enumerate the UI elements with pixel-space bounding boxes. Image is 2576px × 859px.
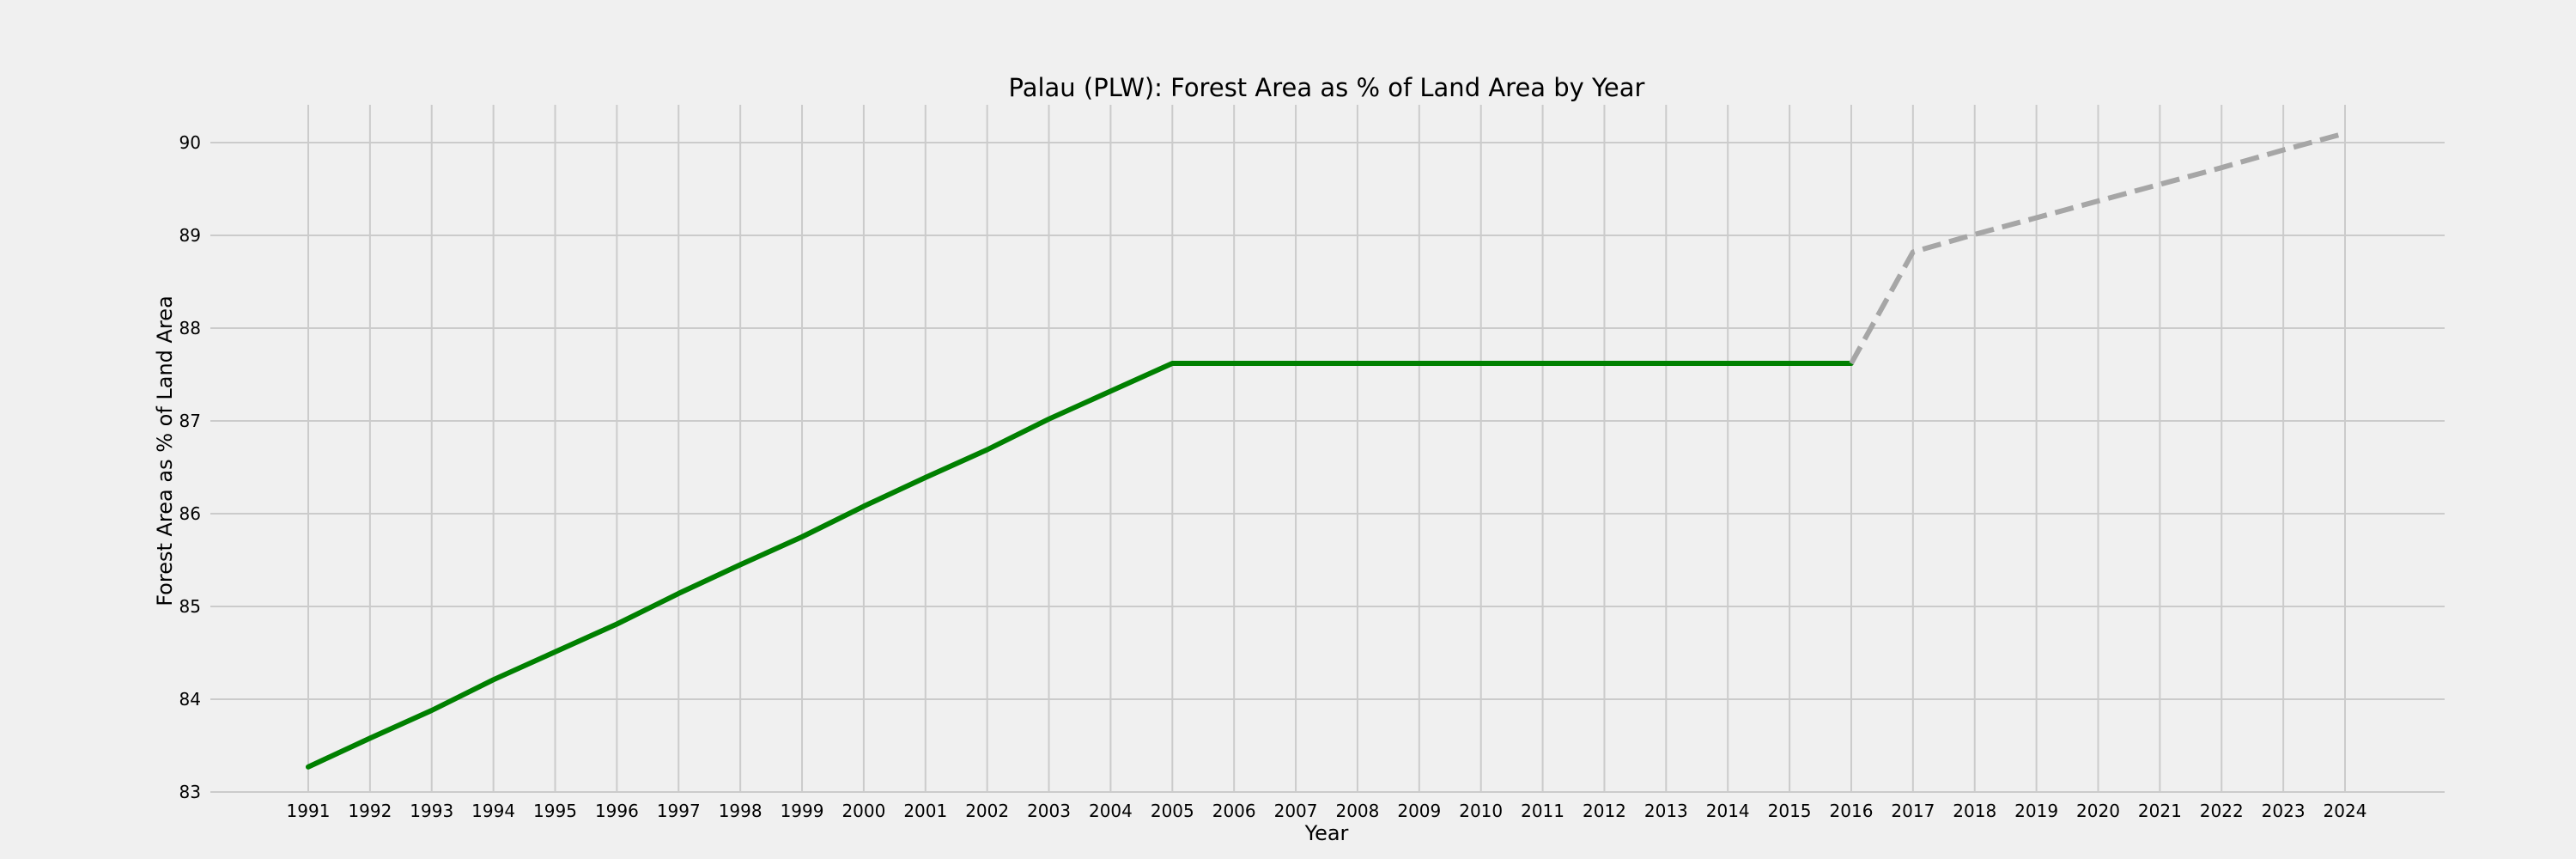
y-axis-label: Forest Area as % of Land Area [153,295,177,606]
y-tick-label: 86 [179,503,201,524]
x-tick-label: 2004 [1089,801,1133,821]
x-tick-label: 2014 [1706,801,1750,821]
x-tick-label: 2023 [2262,801,2306,821]
x-axis-ticks: 1991 1992 1993 1994 1995 1996 1997 1998 1999 2000… [287,801,2367,821]
x-tick-label: 2009 [1397,801,1441,821]
forest-area-line [306,361,1854,770]
x-tick-label: 2015 [1768,801,1812,821]
y-tick-label: 87 [179,411,201,431]
x-tick-label: 1994 [471,801,515,821]
y-tick-label: 90 [179,132,201,153]
x-tick-label: 2007 [1274,801,1318,821]
y-tick-label: 89 [179,225,201,246]
x-tick-label: 2006 [1212,801,1256,821]
chart-title: Palau (PLW): Forest Area as % of Land Ar… [1009,73,1645,102]
x-tick-label: 2005 [1151,801,1194,821]
x-axis-label: Year [1304,821,1349,845]
series-lines [306,131,2346,770]
x-tick-label: 2020 [2076,801,2120,821]
x-tick-label: 2013 [1644,801,1688,821]
y-tick-label: 88 [179,318,201,338]
x-tick-label: 1998 [719,801,762,821]
x-tick-label: 2019 [2014,801,2058,821]
y-tick-label: 85 [179,596,201,617]
grid [210,105,2445,793]
x-tick-label: 2000 [841,801,885,821]
x-tick-label: 2008 [1335,801,1379,821]
x-tick-label: 2010 [1459,801,1503,821]
x-tick-label: 2016 [1830,801,1874,821]
x-tick-label: 1993 [410,801,453,821]
x-tick-label: 2002 [965,801,1009,821]
x-tick-label: 1996 [595,801,639,821]
x-tick-label: 2022 [2200,801,2244,821]
x-tick-label: 2021 [2138,801,2182,821]
x-tick-label: 2017 [1891,801,1935,821]
x-tick-label: 1999 [781,801,824,821]
x-tick-label: 2018 [1953,801,1996,821]
x-tick-label: 1992 [348,801,392,821]
projection-line [1849,131,2346,365]
x-tick-label: 2001 [903,801,947,821]
x-tick-label: 1991 [287,801,331,821]
x-tick-label: 2003 [1027,801,1071,821]
y-axis-ticks: 83 84 85 86 87 88 89 90 [179,132,201,802]
x-tick-label: 2012 [1583,801,1626,821]
x-tick-label: 2024 [2324,801,2367,821]
x-tick-label: 1995 [533,801,577,821]
y-tick-label: 84 [179,689,201,710]
x-tick-label: 2011 [1521,801,1564,821]
y-tick-label: 83 [179,782,201,802]
x-tick-label: 1997 [657,801,701,821]
